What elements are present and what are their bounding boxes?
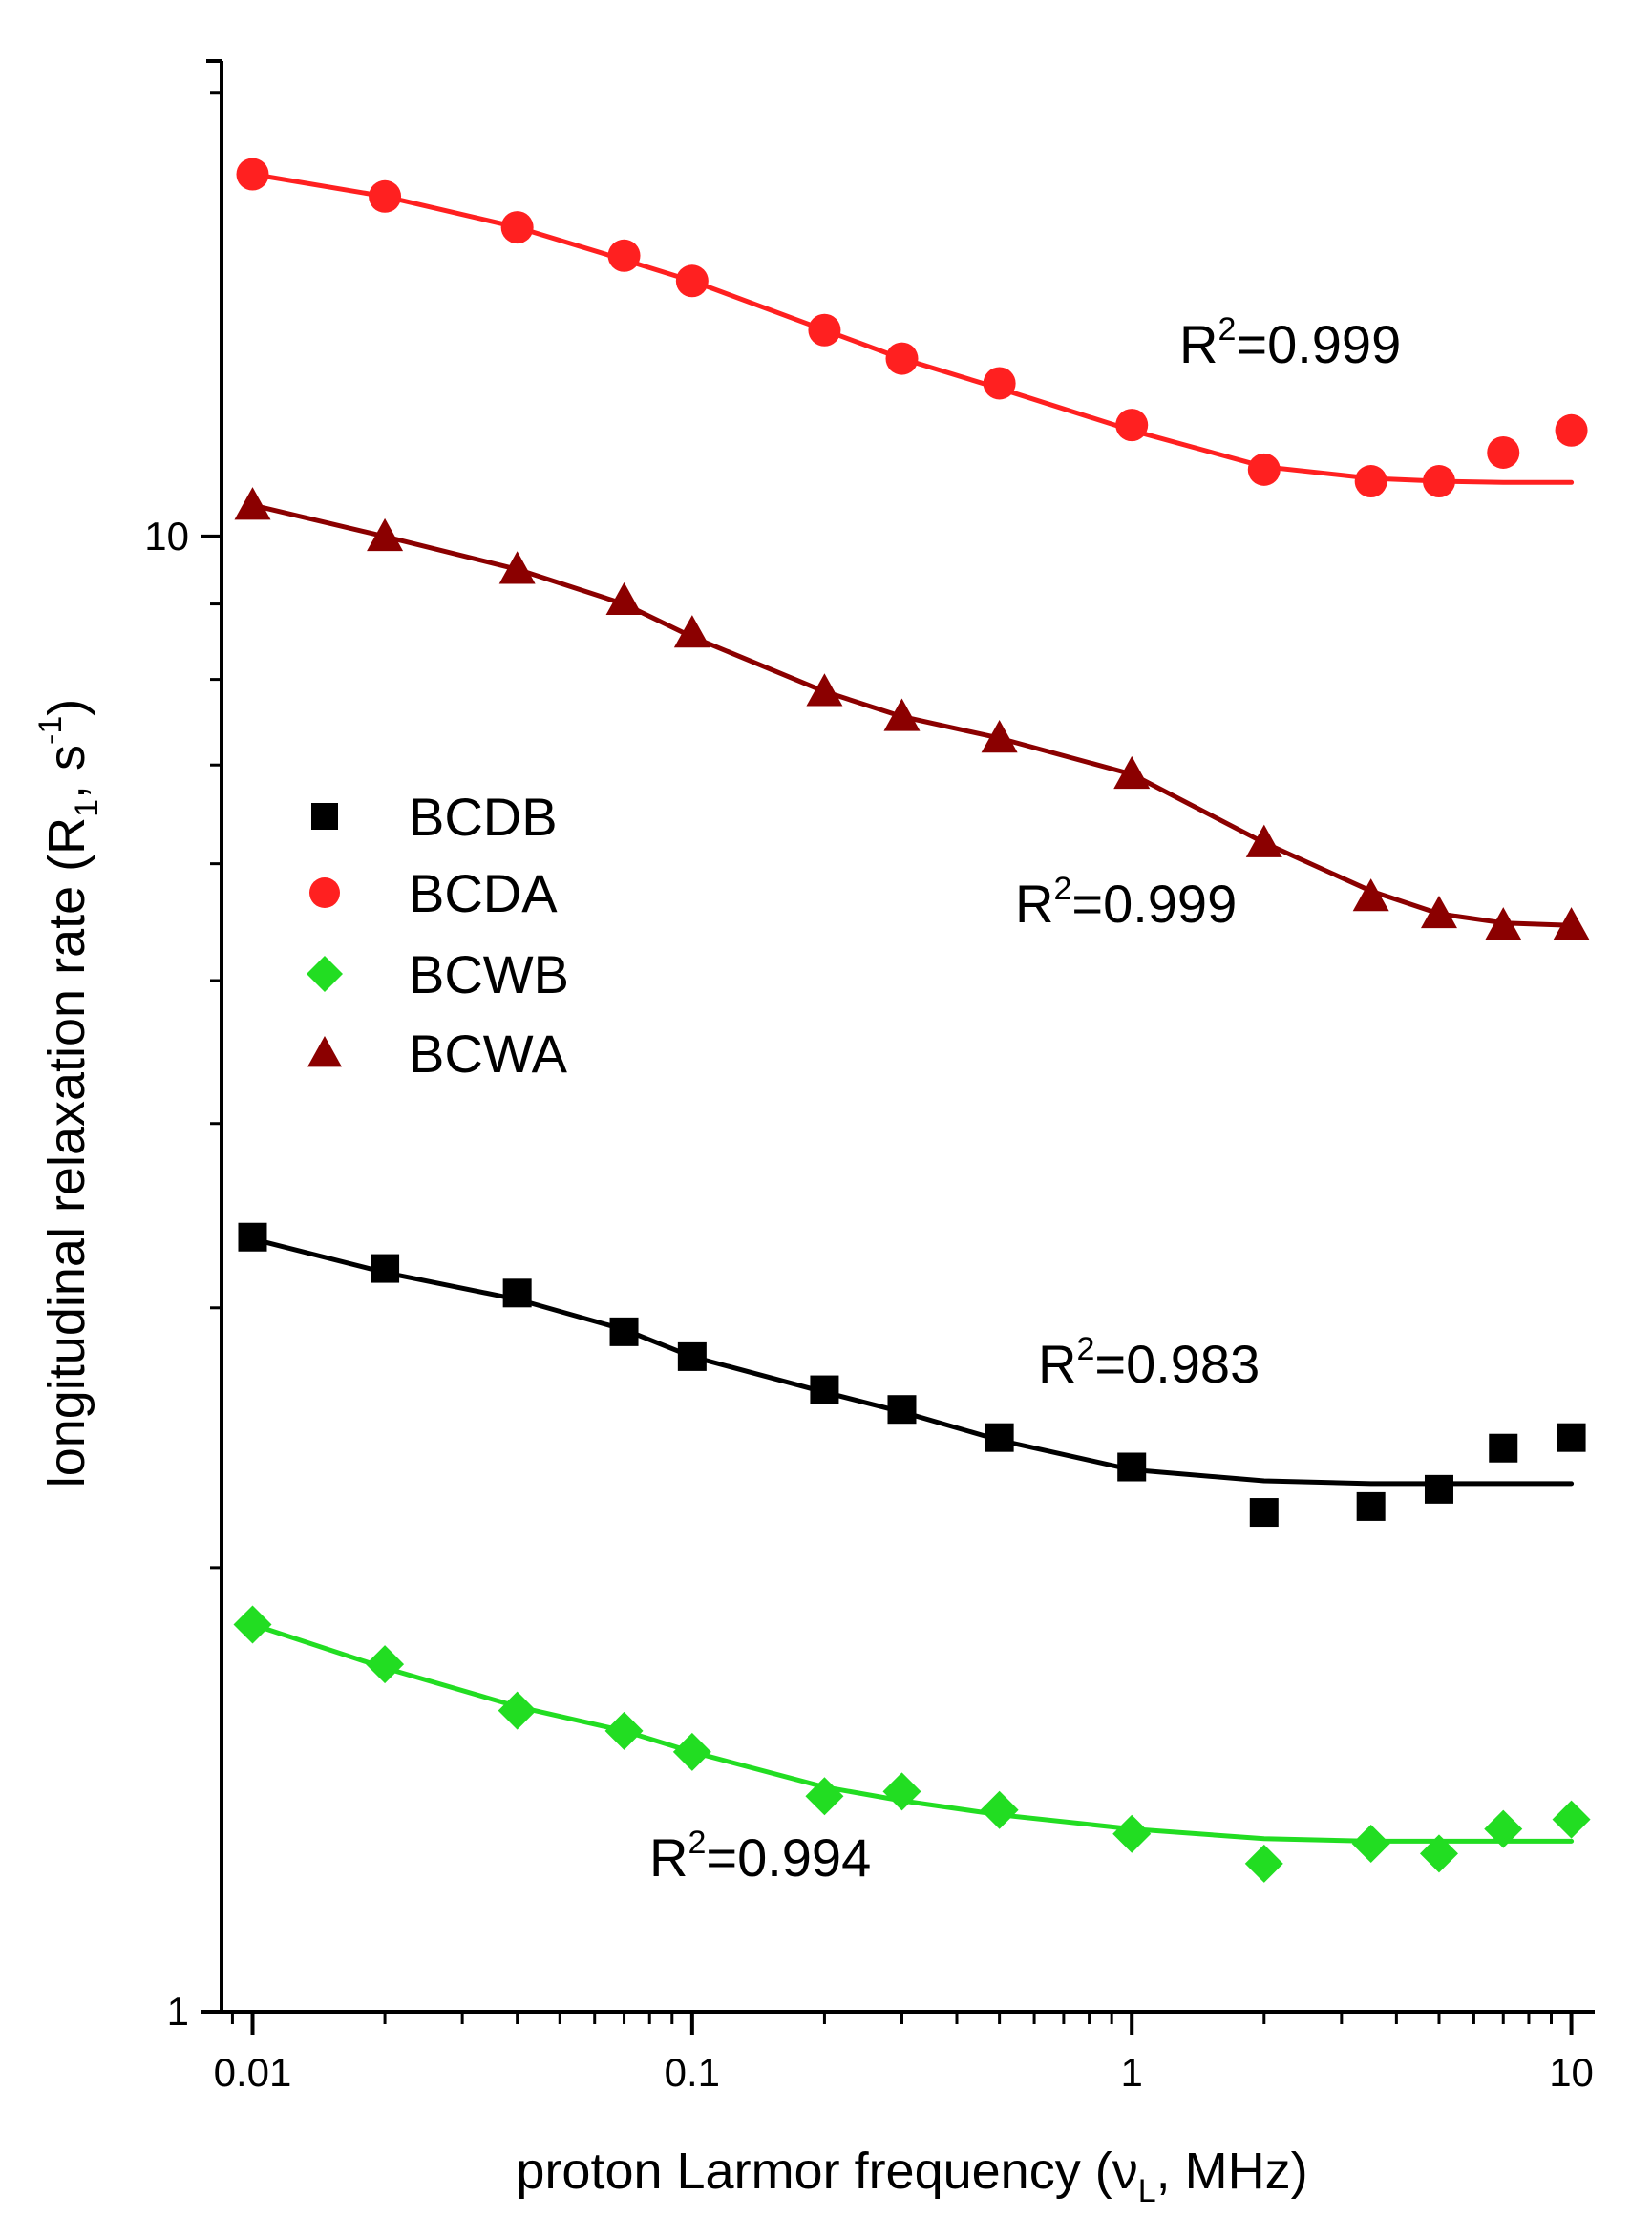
data-point-bcwa [883,698,921,731]
data-point-bcda [1115,409,1149,442]
legend-label-bcwa: BCWA [409,1024,568,1084]
data-point-bcwb [882,1772,921,1811]
legend-marker-bcwb [307,956,343,992]
data-point-bcdb [1249,1498,1279,1528]
r2-label-bcdb: R2=0.983 [1038,1331,1260,1394]
data-point-bcwb [1351,1824,1390,1863]
data-point-bcdb [502,1278,532,1308]
data-point-bcdb [609,1317,639,1346]
data-point-bcdb [1489,1433,1518,1463]
data-point-bcda [1555,413,1588,447]
data-point-bcdb [677,1341,707,1371]
data-point-bcda [369,179,402,213]
y-tick-label: 10 [144,514,189,559]
data-point-bcda [885,342,919,375]
data-point-bcwa [673,615,710,648]
legend-label-bcda: BCDA [409,863,558,923]
fit-line-bcwb [250,1622,1575,1844]
data-point-bcwa [1352,878,1389,912]
fit-line-bcdb [250,1236,1575,1487]
data-point-bcda [236,158,269,191]
x-tick-label: 10 [1549,2050,1594,2095]
data-point-bcwb [498,1691,537,1730]
legend: BCDB BCDA BCWB BCWA [307,787,569,1084]
legend-marker-bcwa [307,1036,342,1067]
r2-label-bcwa: R2=0.999 [1015,871,1237,934]
legend-label-bcwb: BCWB [409,944,569,1004]
data-point-bcwb [1484,1809,1523,1848]
data-point-bcwb [672,1732,711,1771]
data-point-bcwa [1485,907,1522,940]
data-point-bcwa [1420,895,1457,929]
legend-marker-bcda [309,877,340,908]
x-axis-title: proton Larmor frequency (νL, MHz) [516,2143,1307,2209]
fit-curves [250,172,1575,1844]
axes: 1 10 0.01 0.1 1 10 proton Larmor frequency (νL… [32,59,1595,2209]
data-point-bcwb [980,1790,1019,1829]
data-point-bcdb [1424,1474,1453,1504]
data-point-bcwa [981,720,1018,753]
data-point-bcwb [1419,1834,1458,1873]
data-point-bcdb [238,1222,267,1252]
data-point-bcda [1487,435,1520,469]
r2-label-bcda: R2=0.999 [1179,311,1401,374]
legend-label-bcdb: BCDB [409,787,558,847]
data-point-bcdb [371,1254,400,1283]
data-point-bcdb [810,1375,839,1404]
data-point-bcwa [1245,824,1282,857]
data-point-bcdb [985,1423,1014,1452]
data-point-bcda [500,211,534,244]
r2-label-bcwb: R2=0.994 [649,1825,871,1888]
y-axis-title: longitudinal relaxation rate (R1, s-1) [32,699,105,1488]
data-point-bcwa [498,551,536,584]
x-tick-label: 0.1 [665,2050,720,2095]
data-point-bcda [1354,465,1387,498]
data-point-bcwb [805,1777,844,1816]
x-tick-label: 0.01 [214,2050,292,2095]
data-point-bcwb [233,1605,272,1644]
data-point-bcwb [366,1645,405,1684]
data-point-bcda [808,313,841,347]
y-tick-label: 1 [167,1989,189,2034]
data-point-bcda [675,264,709,298]
data-point-bcwb [1112,1814,1152,1853]
fit-line-bcwa [250,502,1575,928]
data-point-bcwa [1113,755,1151,790]
data-point-bcwa [234,487,271,520]
data-point-bcwa [605,581,643,616]
data-point-bcda [1422,465,1455,498]
legend-marker-bcdb [311,803,338,830]
data-point-bcdb [1117,1452,1147,1482]
data-point-bcdb [1557,1423,1586,1452]
data-point-bcwa [806,673,843,707]
data-point-bcda [1247,453,1281,486]
data-point-bcdb [1356,1491,1386,1521]
x-tick-label: 1 [1121,2050,1143,2095]
data-markers [233,158,1591,1883]
data-point-bcwa [1553,907,1590,940]
data-point-bcda [607,239,641,272]
data-point-bcwb [604,1711,644,1750]
data-point-bcwb [1552,1800,1591,1839]
data-point-bcwb [1244,1844,1283,1883]
data-point-bcwa [367,517,404,552]
data-point-bcdb [887,1395,917,1425]
r2-annotations: R2=0.983 R2=0.999 R2=0.994 R2=0.999 [649,311,1401,1888]
data-point-bcda [983,367,1016,400]
